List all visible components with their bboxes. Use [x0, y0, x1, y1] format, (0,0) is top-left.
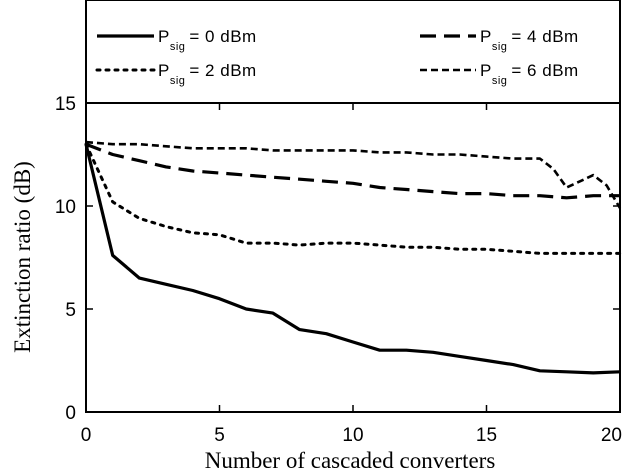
- y-tick-label: 10: [55, 197, 76, 218]
- legend-box: [85, 0, 621, 104]
- x-tick-label: 5: [214, 425, 225, 446]
- legend-label-4: Psig= 6 dBm: [480, 61, 579, 87]
- x-tick-label: 20: [601, 425, 622, 446]
- x-tick-label: 10: [342, 425, 363, 446]
- legend: Psig= 0 dBm Psig= 4 dBm Psig= 2 dBm Psig= 6…: [95, 27, 579, 87]
- x-axis-title: Number of cascaded converters: [205, 448, 496, 473]
- legend-label-2: Psig= 4 dBm: [480, 27, 579, 53]
- series-line-1: [84, 143, 621, 375]
- series-lines: [84, 140, 622, 375]
- x-tick-label: 15: [476, 425, 497, 446]
- axis-ticks: 0 5 10 15 20 0 5 10 15: [55, 94, 622, 446]
- y-axis-title: Extinction ratio (dB): [10, 161, 35, 353]
- series-line-2: [85, 142, 620, 200]
- y-tick-label: 5: [65, 300, 76, 321]
- y-tick-label: 15: [55, 94, 76, 115]
- legend-label-1: Psig= 0 dBm: [158, 27, 257, 53]
- series-line-4: [85, 140, 622, 209]
- y-tick-label: 0: [65, 403, 76, 424]
- legend-label-3: Psig= 2 dBm: [158, 61, 257, 87]
- series-line-3: [84, 142, 622, 255]
- x-tick-label: 0: [81, 425, 92, 446]
